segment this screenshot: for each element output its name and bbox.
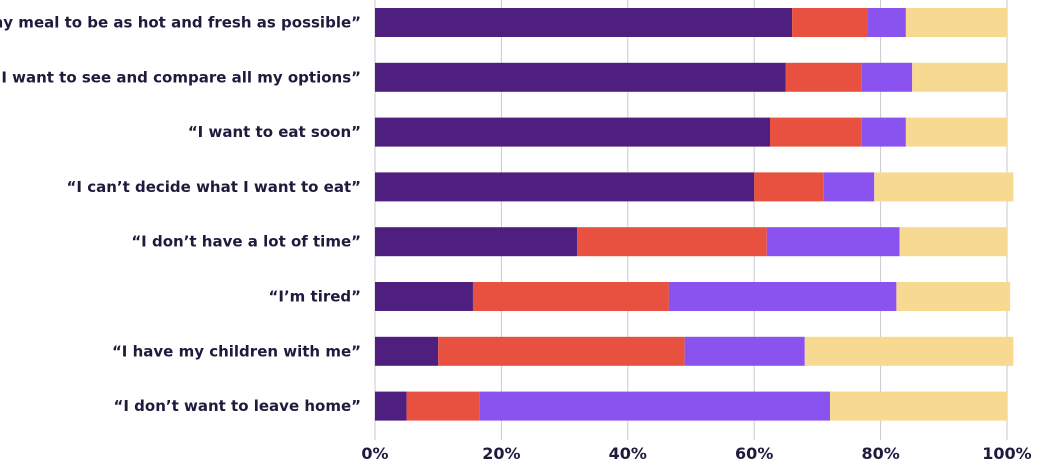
bar-segment [684,336,805,366]
bar-segment [375,227,578,257]
bar-segment [867,8,906,37]
category-label: “I have my children with me” [112,342,361,360]
bar-segment [770,117,862,147]
bar-segment [375,282,473,311]
category-label: “I don’t have a lot of time” [131,233,361,251]
bar-segment [479,391,831,421]
x-tick-label: 100% [982,444,1031,463]
category-label: “I don’t want to leave home” [114,397,361,415]
x-tick-label: 20% [482,444,520,463]
x-tick-label: 40% [609,444,647,463]
bar-segment [899,227,1007,257]
bar-segment [823,172,875,202]
bar-segment [375,62,786,92]
bar-segment [668,282,897,311]
bar-segment [896,282,1011,311]
bar-segment [861,62,913,92]
category-label: “I want to see and compare all my option… [0,68,361,86]
bar-segment [754,172,824,202]
bar-segment [375,8,793,37]
x-tick-label: 80% [861,444,899,463]
bar-segment [830,391,1007,421]
bar-segment [438,336,685,366]
category-label: “I’m tired” [269,288,361,306]
bar-segment [375,117,770,147]
category-label: “I want my meal to be as hot and fresh a… [0,14,361,32]
bar-segment [577,227,767,257]
bar-segment [375,172,755,202]
bar-segment [874,172,1014,202]
bar-segment [375,391,407,421]
category-label: “I can’t decide what I want to eat” [67,178,361,196]
x-axis-ticks: 0% 20% 40% 60% 80% 100% [361,444,1031,463]
bar-segment [792,8,868,37]
bar-segment [785,62,862,92]
category-labels: “I want my meal to be as hot and fresh a… [0,14,361,416]
bar-segment [406,391,480,421]
bar-segment [375,336,439,366]
bar-segment [905,117,1007,147]
category-label: “I want to eat soon” [188,123,361,141]
x-tick-label: 0% [361,444,388,463]
bar-segment [912,62,1007,92]
bar-segment [861,117,906,147]
x-tick-label: 60% [735,444,773,463]
bar-segment [804,336,1014,366]
bar-segment [472,282,669,311]
bar-segment [766,227,900,257]
bars [375,8,1014,421]
bar-segment [905,8,1007,37]
